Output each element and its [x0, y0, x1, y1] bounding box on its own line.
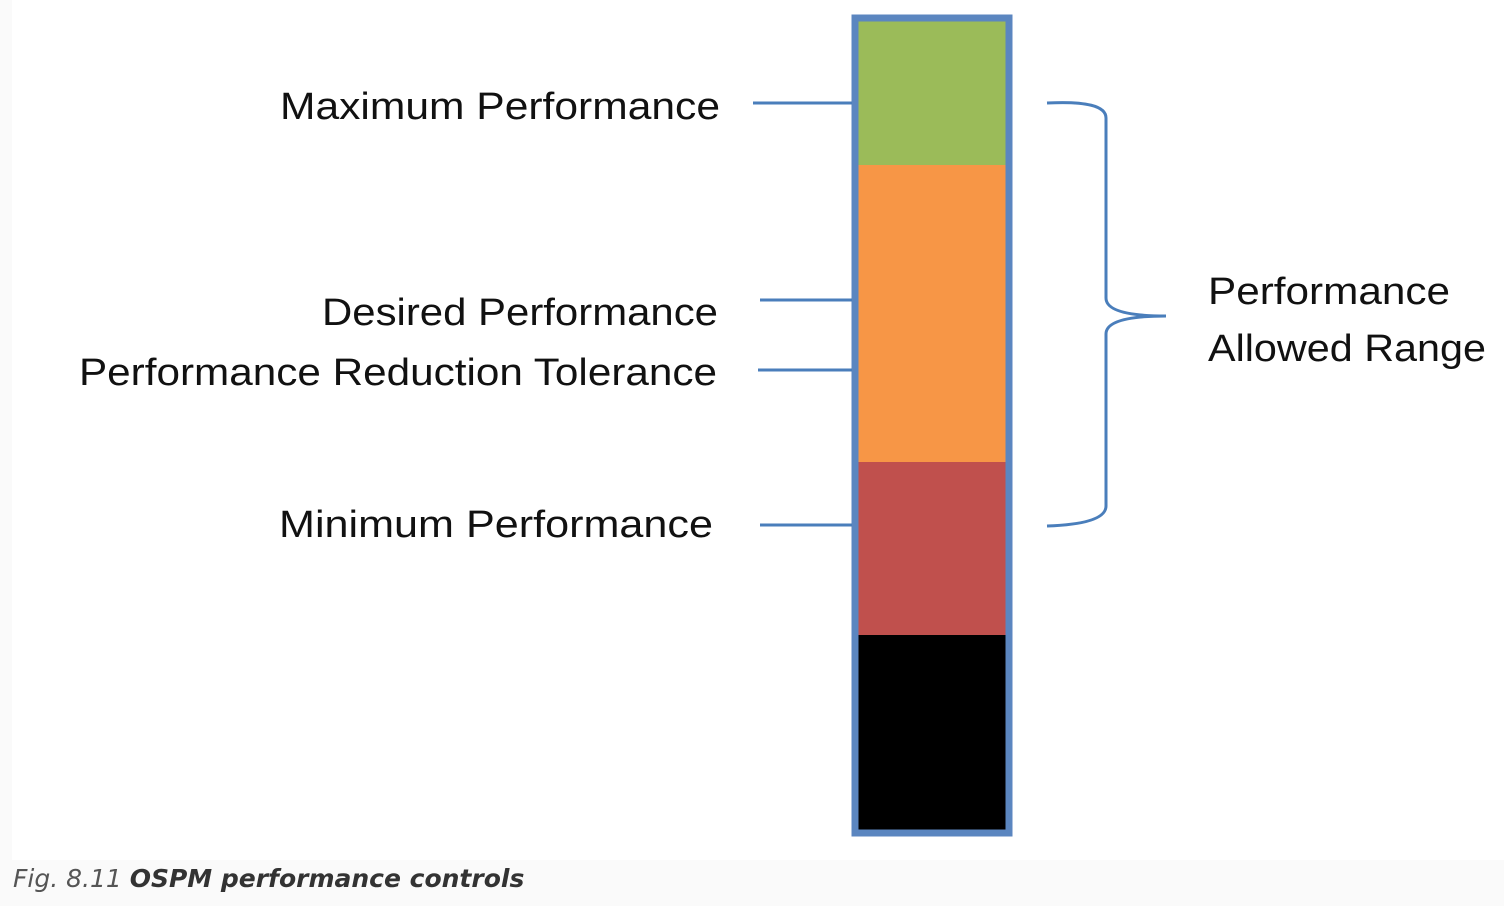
figure-number: Fig. 8.11 [13, 864, 122, 893]
allowed-range-brace [1046, 101, 1167, 528]
figure-caption: Fig. 8.11 OSPM performance controls [13, 864, 524, 893]
figure-title: OSPM performance controls [129, 864, 525, 893]
maximum-performance-label: Maximum Performance [280, 86, 720, 128]
allowed-range-label-line1: Performance [1208, 271, 1450, 313]
minimum-segment [858, 462, 1007, 635]
desired-segment [858, 165, 1007, 462]
performance-controls-diagram: Maximum Performance Desired Performance … [79, 14, 1486, 837]
desired-performance-label: Desired Performance [322, 292, 718, 334]
minimum-performance-label: Minimum Performance [279, 504, 713, 546]
performance-bar-frame [851, 14, 1013, 837]
allowed-range-label-line2: Allowed Range [1208, 328, 1486, 370]
below-minimum-segment [858, 635, 1007, 831]
figure-panel [12, 0, 1504, 860]
maximum-segment [858, 20, 1007, 165]
performance-reduction-tolerance-label: Performance Reduction Tolerance [79, 352, 717, 394]
